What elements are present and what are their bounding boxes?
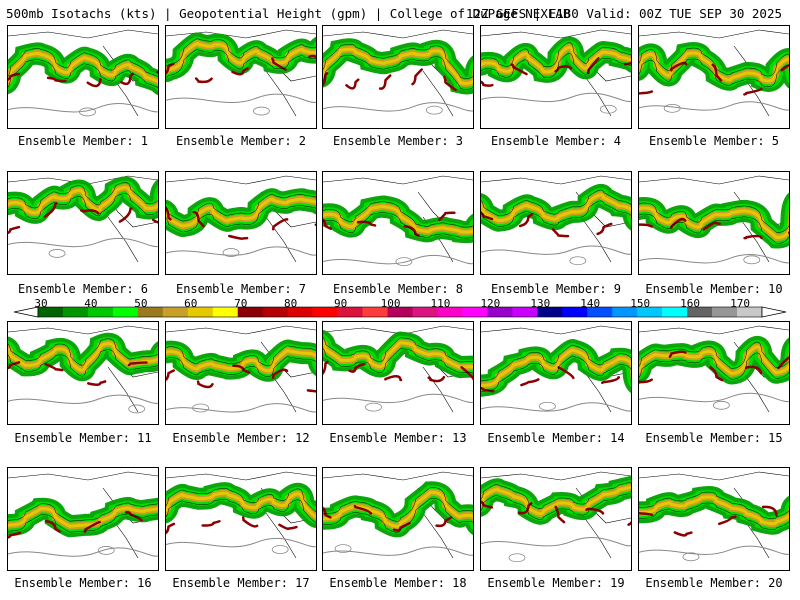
colorbar-swatch	[362, 307, 388, 317]
colorbar-swatch	[337, 307, 363, 317]
colorbar-tick-label: 30	[34, 297, 48, 310]
colorbar-swatch	[512, 307, 538, 317]
ensemble-member-label: Ensemble Member: 18	[329, 576, 467, 590]
colorbar-swatch	[662, 307, 688, 317]
colorbar-swatch	[312, 307, 338, 317]
ensemble-member-label: Ensemble Member: 4	[490, 134, 622, 148]
colorbar-swatch	[387, 307, 413, 317]
colorbar-swatch	[612, 307, 638, 317]
ensemble-member-map	[480, 25, 632, 129]
ensemble-member-map	[638, 171, 790, 275]
ensemble-member-label: Ensemble Member: 13	[329, 431, 467, 445]
ensemble-member-label: Ensemble Member: 16	[14, 576, 152, 590]
ensemble-member-map	[480, 467, 632, 571]
colorbar-tick-label: 160	[680, 297, 701, 310]
colorbar-tick-label: 70	[234, 297, 248, 310]
ensemble-member-map	[165, 467, 317, 571]
colorbar-tick-label: 140	[580, 297, 601, 310]
ensemble-member-label: Ensemble Member: 3	[332, 134, 464, 148]
colorbar-swatch	[212, 307, 239, 317]
colorbar-tick-label: 90	[333, 297, 348, 310]
map-title: 500mb Isotachs (kts) | Geopotential Heig…	[6, 6, 571, 21]
ensemble-member-label: Ensemble Member: 10	[645, 282, 783, 296]
ensemble-member-map	[165, 171, 317, 275]
ensemble-member-label: Ensemble Member: 12	[172, 431, 310, 445]
ensemble-member-map	[7, 467, 159, 571]
colorbar-swatch	[38, 307, 64, 317]
ensemble-member-map	[165, 25, 317, 129]
ensemble-member-label: Ensemble Member: 7	[175, 282, 307, 296]
colorbar-swatch	[487, 307, 513, 317]
colorbar-swatch	[737, 307, 763, 317]
ensemble-member-label: Ensemble Member: 5	[648, 134, 780, 148]
colorbar-swatch	[687, 307, 713, 317]
colorbar-swatch	[462, 307, 488, 317]
ensemble-member-label: Ensemble Member: 11	[14, 431, 152, 445]
ensemble-member-map	[638, 321, 790, 425]
ensemble-member-map	[165, 321, 317, 425]
colorbar-tick-label: 110	[430, 297, 451, 310]
colorbar-swatch	[87, 307, 114, 317]
colorbar-swatch	[62, 307, 89, 317]
ensemble-member-map	[322, 171, 474, 275]
ensemble-member-map	[638, 467, 790, 571]
colorbar-tick-label: 150	[630, 297, 651, 310]
ensemble-member-map	[322, 321, 474, 425]
colorbar-swatch	[537, 307, 563, 317]
colorbar-tick-label: 60	[184, 297, 198, 310]
colorbar-swatch	[437, 307, 463, 317]
ensemble-member-label: Ensemble Member: 8	[332, 282, 464, 296]
colorbar-tick-label: 50	[134, 297, 148, 310]
ensemble-member-label: Ensemble Member: 20	[645, 576, 783, 590]
ensemble-member-map	[480, 321, 632, 425]
colorbar-tick-label: 100	[380, 297, 401, 310]
ensemble-member-map	[638, 25, 790, 129]
colorbar-swatch	[187, 307, 214, 317]
ensemble-member-label: Ensemble Member: 6	[17, 282, 149, 296]
colorbar-swatch	[637, 307, 663, 317]
colorbar-swatch	[262, 307, 288, 317]
ensemble-member-map	[322, 25, 474, 129]
colorbar-tick-label: 80	[284, 297, 298, 310]
ensemble-member-label: Ensemble Member: 9	[490, 282, 622, 296]
colorbar-tick-label: 130	[530, 297, 551, 310]
colorbar-tick-label: 40	[84, 297, 98, 310]
model-run-valid-time: 12Z GEFS | F180 Valid: 00Z TUE SEP 30 20…	[465, 6, 782, 21]
ensemble-member-map	[480, 171, 632, 275]
colorbar-swatch	[587, 307, 613, 317]
ensemble-member-label: Ensemble Member: 2	[175, 134, 307, 148]
ensemble-member-label: Ensemble Member: 14	[487, 431, 625, 445]
ensemble-member-label: Ensemble Member: 15	[645, 431, 783, 445]
colorbar-swatch	[162, 307, 189, 317]
ensemble-member-label: Ensemble Member: 1	[17, 134, 149, 148]
colorbar-swatch	[287, 307, 313, 317]
colorbar-swatch	[112, 307, 139, 317]
ensemble-member-map	[7, 171, 159, 275]
ensemble-member-label: Ensemble Member: 19	[487, 576, 625, 590]
colorbar-swatch	[412, 307, 438, 317]
isotach-colorbar	[13, 306, 787, 318]
colorbar-swatch	[137, 307, 164, 317]
colorbar-swatch	[562, 307, 588, 317]
ensemble-member-map	[322, 467, 474, 571]
ensemble-member-map	[7, 25, 159, 129]
colorbar-swatch	[237, 307, 263, 317]
ensemble-member-label: Ensemble Member: 17	[172, 576, 310, 590]
colorbar-tick-label: 170	[730, 297, 750, 310]
colorbar-swatch	[712, 307, 738, 317]
colorbar-tick-label: 120	[480, 297, 501, 310]
ensemble-member-map	[7, 321, 159, 425]
